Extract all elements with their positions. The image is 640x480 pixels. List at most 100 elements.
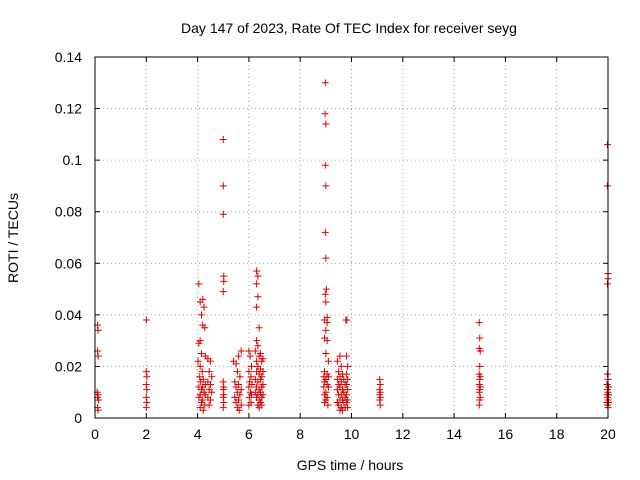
x-tick-label: 10: [344, 426, 360, 442]
data-point: [253, 337, 261, 345]
data-point: [321, 161, 329, 169]
data-point: [376, 401, 384, 409]
data-point: [321, 110, 329, 118]
data-point: [143, 399, 151, 407]
x-tick-labels: 0 2 4 6 8 10 12 14 16 18 20: [91, 426, 616, 442]
x-tick-label: 20: [600, 426, 616, 442]
y-tick-label: 0: [74, 410, 82, 426]
data-point: [219, 182, 227, 190]
data-point: [197, 311, 205, 319]
data-point: [376, 375, 384, 383]
data-point: [194, 357, 202, 365]
data-point: [205, 401, 213, 409]
data-point: [219, 393, 227, 401]
data-point: [322, 298, 330, 306]
data-point: [206, 396, 214, 404]
data-point: [476, 334, 484, 342]
y-tick-label: 0.04: [55, 307, 82, 323]
data-point: [476, 347, 484, 355]
data-point: [344, 386, 352, 394]
data-point: [142, 404, 150, 412]
data-point: [603, 141, 611, 149]
data-point: [324, 401, 332, 409]
data-point: [342, 370, 350, 378]
data-point: [195, 339, 203, 347]
data-point: [255, 324, 263, 332]
data-point: [245, 383, 253, 391]
y-tick-label: 0.06: [55, 255, 82, 271]
data-point: [336, 352, 344, 360]
data-point: [143, 373, 151, 381]
y-axis-label: ROTI / TECUs: [5, 193, 21, 283]
data-point: [236, 391, 244, 399]
data-point: [232, 360, 240, 368]
data-point: [376, 396, 384, 404]
data-point: [142, 380, 150, 388]
data-point: [324, 357, 332, 365]
data-point: [142, 368, 150, 376]
data-point: [343, 316, 351, 324]
data-point: [323, 337, 331, 345]
data-point: [603, 182, 611, 190]
x-tick-label: 8: [296, 426, 304, 442]
chart-title: Day 147 of 2023, Rate Of TEC Index for r…: [181, 20, 517, 36]
data-point: [94, 352, 102, 360]
data-point: [200, 303, 208, 311]
x-tick-label: 18: [549, 426, 565, 442]
data-point: [220, 399, 228, 407]
y-tick-label: 0.08: [55, 204, 82, 220]
y-tick-labels: 0 0.02 0.04 0.06 0.08 0.1 0.12 0.14: [55, 49, 82, 426]
data-point: [220, 277, 228, 285]
data-point: [254, 293, 262, 301]
data-point: [254, 378, 262, 386]
data-point: [342, 399, 350, 407]
data-point: [232, 399, 240, 407]
y-tick-label: 0.14: [55, 49, 82, 65]
data-point: [219, 404, 227, 412]
data-point: [199, 406, 207, 414]
data-point: [246, 352, 254, 360]
data-point: [245, 368, 253, 376]
data-point: [231, 393, 239, 401]
data-point: [253, 280, 261, 288]
data-point: [258, 357, 266, 365]
data-point: [475, 401, 483, 409]
x-axis-label: GPS time / hours: [297, 457, 404, 473]
data-point: [198, 368, 206, 376]
data-point: [232, 383, 240, 391]
axis-ticks: [94, 56, 609, 419]
data-point: [245, 401, 253, 409]
data-point: [253, 267, 261, 275]
data-point: [201, 324, 209, 332]
data-point: [245, 393, 253, 401]
data-point: [476, 375, 484, 383]
data-point: [322, 285, 330, 293]
data-point: [235, 352, 243, 360]
data-point: [199, 295, 207, 303]
data-point: [142, 316, 150, 324]
data-point: [321, 228, 329, 236]
data-point: [219, 136, 227, 144]
data-point: [231, 378, 239, 386]
data-point: [247, 373, 255, 381]
x-tick-label: 2: [142, 426, 150, 442]
data-point: [339, 406, 347, 414]
data-point: [94, 406, 102, 414]
x-tick-label: 14: [446, 426, 462, 442]
data-point: [475, 388, 483, 396]
x-tick-label: 0: [91, 426, 99, 442]
data-point: [255, 404, 263, 412]
data-point: [219, 210, 227, 218]
data-point: [247, 362, 255, 370]
data-point: [237, 386, 245, 394]
x-tick-label: 6: [245, 426, 253, 442]
data-point: [235, 406, 243, 414]
x-tick-label: 4: [194, 426, 202, 442]
data-point: [321, 79, 329, 87]
data-point: [254, 272, 262, 280]
data-point: [237, 401, 245, 409]
data-point: [603, 370, 611, 378]
data-point: [142, 393, 150, 401]
